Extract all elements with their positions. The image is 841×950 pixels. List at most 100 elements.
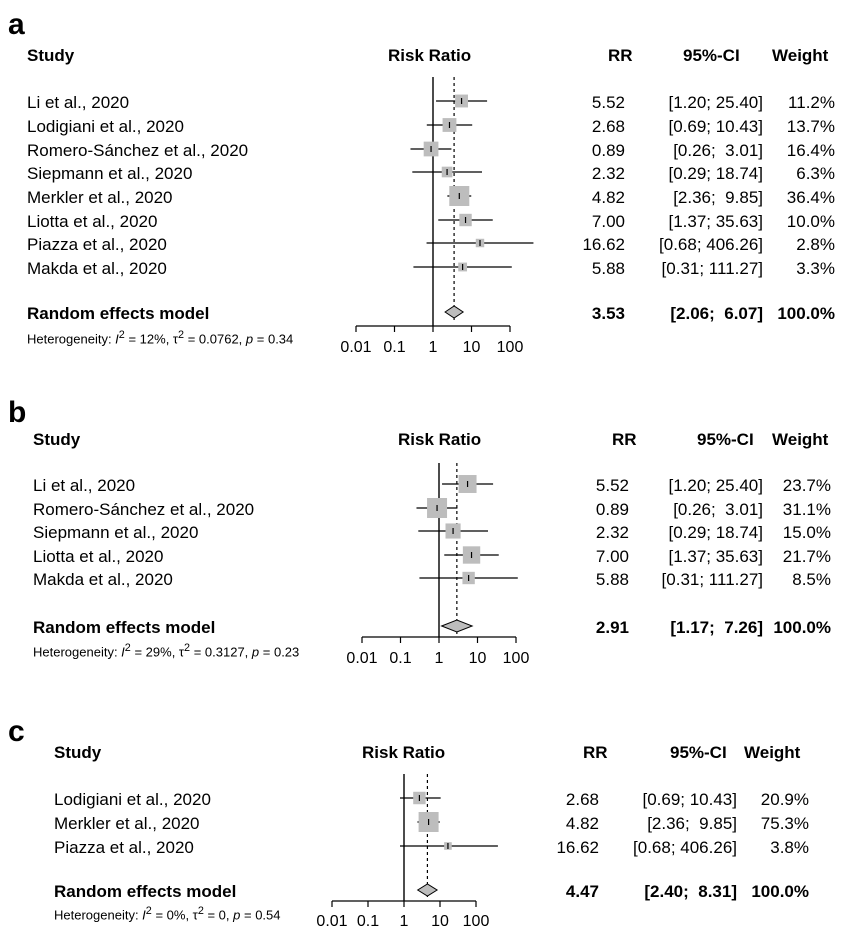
header-risk-ratio: Risk Ratio (388, 46, 472, 65)
header-risk-ratio: Risk Ratio (398, 430, 482, 449)
x-tick-label: 100 (497, 339, 524, 356)
x-tick-label: 0.1 (357, 913, 379, 930)
x-tick-label: 100 (503, 650, 530, 667)
header-risk-ratio: Risk Ratio (362, 743, 446, 762)
weight-value: 21.7% (782, 547, 831, 566)
weight-value: 10.0% (786, 212, 835, 231)
weight-value: 16.4% (786, 141, 835, 160)
heterogeneity-text: Heterogeneity: I2 = 0%, τ2 = 0, p = 0.54 (54, 905, 281, 923)
weight-value: 2.8% (796, 235, 835, 254)
header-study: Study (27, 46, 75, 65)
x-tick-label: 1 (435, 650, 444, 667)
weight-value: 11.2% (788, 93, 835, 112)
ci-value: [0.69; 10.43] (642, 790, 737, 809)
ci-value: [0.29; 18.74] (668, 523, 763, 542)
header-weight: Weight (772, 46, 829, 65)
rr-value: 5.52 (595, 476, 629, 495)
weight-value: 8.5% (792, 570, 831, 589)
rr-value: 16.62 (582, 235, 625, 254)
header-study: Study (33, 430, 81, 449)
rr-value: 2.32 (595, 523, 629, 542)
rr-value: 4.82 (591, 188, 625, 207)
study-name: Li et al., 2020 (27, 93, 130, 112)
x-tick-label: 1 (429, 339, 438, 356)
p-value: 0.34 (267, 331, 294, 347)
weight-value: 36.4% (786, 188, 835, 207)
rr-value: 0.89 (591, 141, 625, 160)
pooled-diamond (440, 619, 474, 633)
model-rr-value: 4.47 (565, 882, 599, 901)
x-tick-label: 10 (469, 650, 487, 667)
weight-value: 3.3% (796, 259, 835, 278)
ci-value: [0.68; 406.26] (633, 838, 737, 857)
rr-value: 5.88 (591, 259, 625, 278)
x-tick-label: 1 (400, 913, 409, 930)
study-name: Liotta et al., 2020 (27, 212, 158, 231)
weight-value: 23.7% (782, 476, 831, 495)
ci-value: [0.26; 3.01] (673, 141, 763, 160)
model-name: Random effects model (27, 304, 210, 323)
ci-value: [1.37; 35.63] (668, 212, 763, 231)
study-name: Romero-Sánchez et al., 2020 (27, 141, 249, 160)
ci-value: [0.26; 3.01] (673, 500, 763, 519)
header-ci: 95%-CI (683, 46, 740, 65)
model-name: Random effects model (54, 882, 237, 901)
header-weight: Weight (772, 430, 829, 449)
model-ci-value: [2.06; 6.07] (670, 304, 763, 323)
x-tick-label: 0.1 (383, 339, 405, 356)
i2-value: 0% (166, 907, 186, 923)
i2-value: 12% (139, 331, 166, 347)
model-ci-value: [1.17; 7.26] (670, 618, 763, 637)
x-tick-label: 0.01 (316, 913, 347, 930)
rr-value: 16.62 (556, 838, 599, 857)
header-ci: 95%-CI (670, 743, 727, 762)
model-rr-value: 3.53 (591, 304, 625, 323)
model-name: Random effects model (33, 618, 216, 637)
study-name: Siepmann et al., 2020 (33, 523, 199, 542)
ci-value: [0.69; 10.43] (668, 117, 763, 136)
i2-value: 29% (145, 644, 172, 660)
header-rr: RR (612, 430, 637, 449)
panel-label: b (8, 396, 27, 429)
study-name: Siepmann et al., 2020 (27, 164, 193, 183)
ci-value: [1.20; 25.40] (668, 476, 763, 495)
rr-value: 7.00 (595, 547, 629, 566)
x-tick-label: 0.1 (389, 650, 411, 667)
panel-label: c (8, 715, 25, 748)
rr-value: 2.68 (591, 117, 625, 136)
study-name: Makda et al., 2020 (27, 259, 167, 278)
p-value: 0.54 (255, 907, 281, 923)
header-rr: RR (583, 743, 608, 762)
rr-value: 5.52 (591, 93, 625, 112)
study-name: Merkler et al., 2020 (27, 188, 173, 207)
study-name: Makda et al., 2020 (33, 570, 173, 589)
study-name: Li et al., 2020 (33, 476, 136, 495)
ci-value: [2.36; 9.85] (647, 814, 737, 833)
study-name: Lodigiani et al., 2020 (54, 790, 211, 809)
x-tick-label: 100 (463, 913, 490, 930)
header-ci: 95%-CI (697, 430, 754, 449)
tau2-value: 0.0762 (198, 331, 239, 347)
rr-value: 7.00 (591, 212, 625, 231)
weight-value: 6.3% (796, 164, 835, 183)
weight-value: 3.8% (770, 838, 809, 857)
rr-value: 2.68 (565, 790, 599, 809)
ci-value: [0.31; 111.27] (661, 259, 763, 278)
weight-value: 31.1% (782, 500, 831, 519)
ci-value: [0.29; 18.74] (668, 164, 763, 183)
x-tick-label: 10 (463, 339, 481, 356)
heterogeneity-text: Heterogeneity: I2 = 12%, τ2 = 0.0762, p … (27, 329, 294, 347)
forest-panel-b: b Study Risk Ratio RR 95%-CI Weight Li e… (0, 0, 841, 668)
model-rr-value: 2.91 (595, 618, 629, 637)
weight-value: 15.0% (782, 523, 831, 542)
x-tick-label: 10 (431, 913, 449, 930)
ci-value: [0.68; 406.26] (659, 235, 763, 254)
rr-value: 2.32 (591, 164, 625, 183)
model-weight-value: 100.0% (751, 882, 809, 901)
x-tick-label: 0.01 (346, 650, 377, 667)
ci-value: [2.36; 9.85] (673, 188, 763, 207)
model-weight-value: 100.0% (773, 618, 831, 637)
study-name: Merkler et al., 2020 (54, 814, 200, 833)
x-tick-label: 0.01 (340, 339, 371, 356)
